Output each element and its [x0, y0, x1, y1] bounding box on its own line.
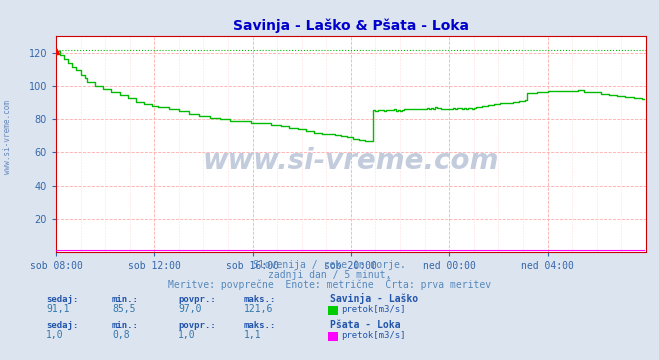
- Text: min.:: min.:: [112, 295, 139, 304]
- Text: povpr.:: povpr.:: [178, 321, 215, 330]
- Text: 0,8: 0,8: [112, 330, 130, 341]
- Text: 91,1: 91,1: [46, 304, 70, 314]
- Text: 1,0: 1,0: [46, 330, 64, 341]
- Text: sedaj:: sedaj:: [46, 321, 78, 330]
- Text: maks.:: maks.:: [244, 295, 276, 304]
- Text: Slovenija / reke in morje.: Slovenija / reke in morje.: [253, 260, 406, 270]
- Text: povpr.:: povpr.:: [178, 295, 215, 304]
- Text: www.si-vreme.com: www.si-vreme.com: [3, 100, 13, 174]
- Text: 1,1: 1,1: [244, 330, 262, 341]
- Text: zadnji dan / 5 minut.: zadnji dan / 5 minut.: [268, 270, 391, 280]
- Text: sedaj:: sedaj:: [46, 295, 78, 304]
- Text: Pšata - Loka: Pšata - Loka: [330, 320, 400, 330]
- Text: 121,6: 121,6: [244, 304, 273, 314]
- Text: pretok[m3/s]: pretok[m3/s]: [341, 305, 406, 314]
- Title: Savinja - Laško & Pšata - Loka: Savinja - Laško & Pšata - Loka: [233, 19, 469, 33]
- Text: www.si-vreme.com: www.si-vreme.com: [203, 147, 499, 175]
- Text: Meritve: povprečne  Enote: metrične  Črta: prva meritev: Meritve: povprečne Enote: metrične Črta:…: [168, 278, 491, 290]
- Text: 1,0: 1,0: [178, 330, 196, 341]
- Text: 97,0: 97,0: [178, 304, 202, 314]
- Text: Savinja - Laško: Savinja - Laško: [330, 293, 418, 304]
- Text: min.:: min.:: [112, 321, 139, 330]
- Text: 85,5: 85,5: [112, 304, 136, 314]
- Text: pretok[m3/s]: pretok[m3/s]: [341, 332, 406, 341]
- Text: maks.:: maks.:: [244, 321, 276, 330]
